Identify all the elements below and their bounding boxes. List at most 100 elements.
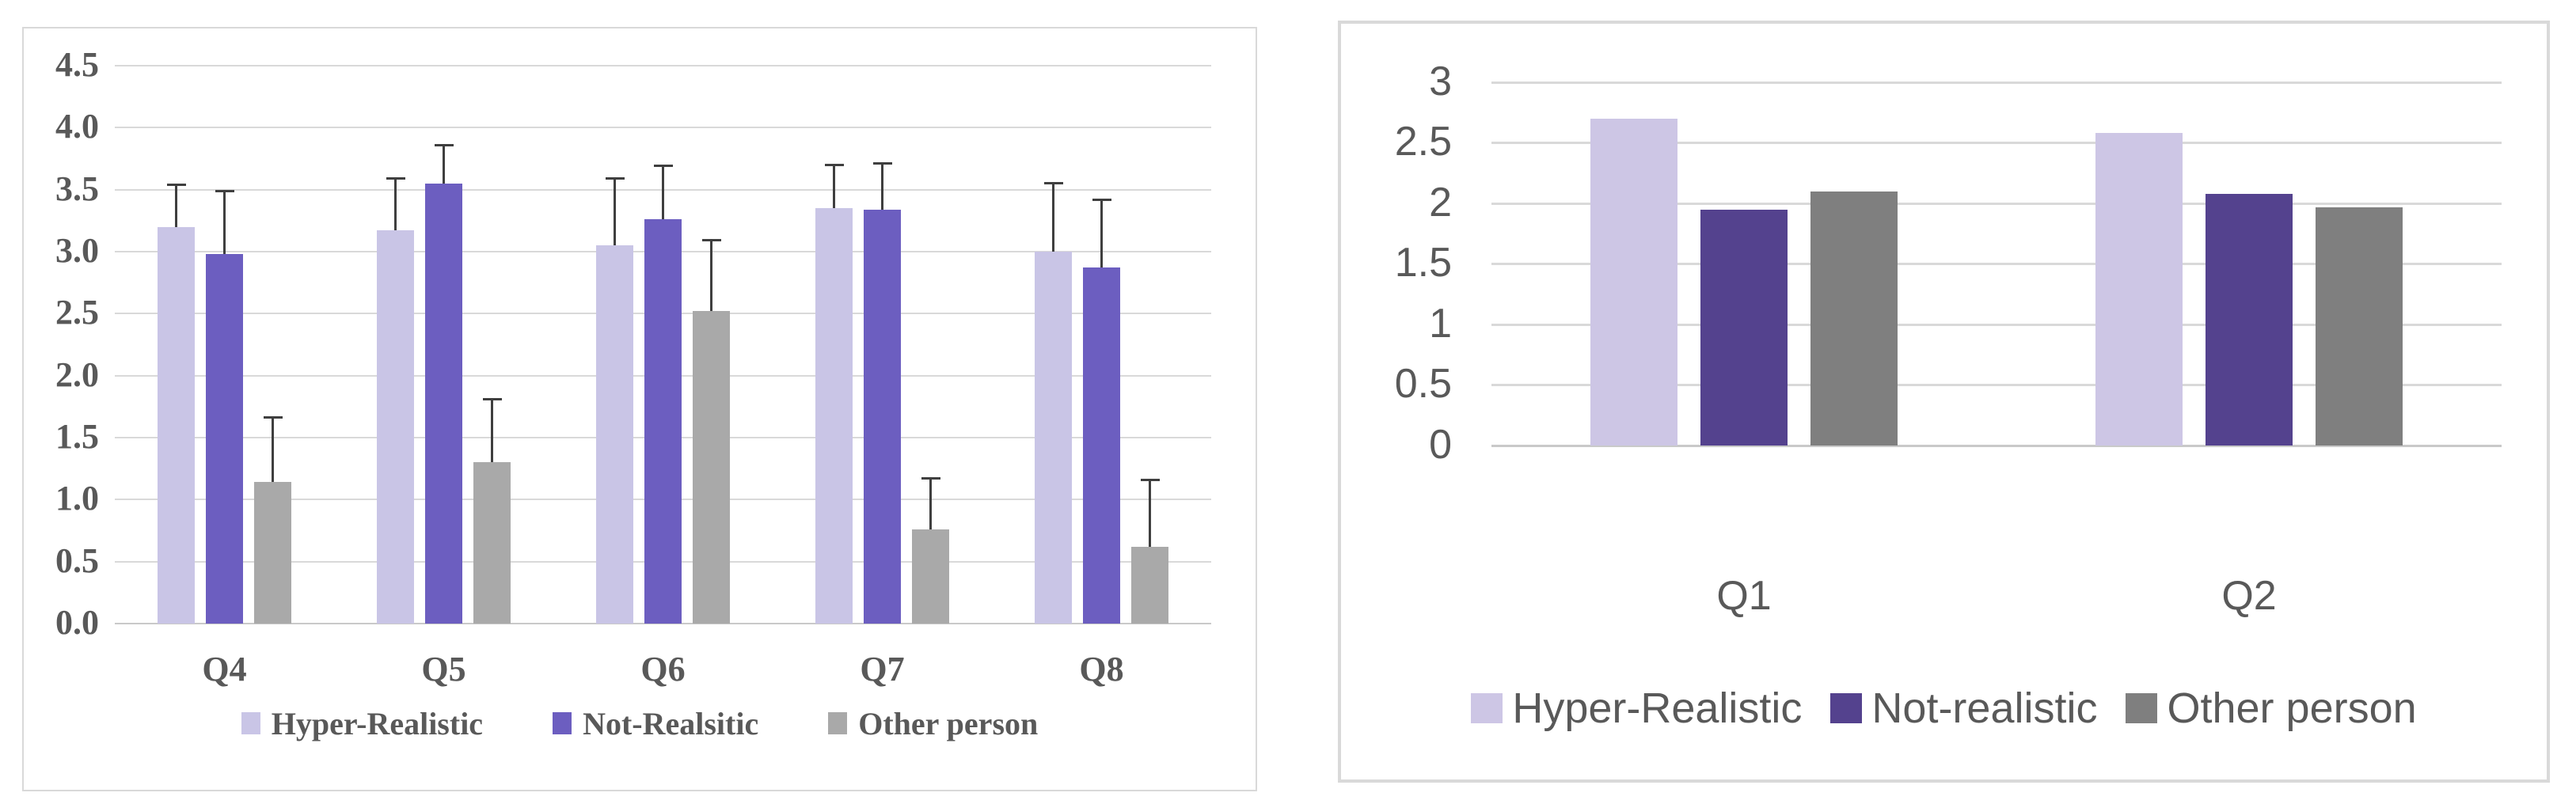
y-axis-tick-label: 1.5 <box>55 417 99 457</box>
error-bar-cap-Hyper-Realistic-Q7 <box>824 163 844 166</box>
legend-label-Not-realistic: Not-realistic <box>1871 685 2098 732</box>
legend: Hyper-Realistic Not-Realsitic Other person <box>24 697 1256 749</box>
bar-Hyper-Realistic-Q8 <box>1035 252 1072 624</box>
category-label-Q4: Q4 <box>202 650 247 688</box>
bar-Hyper-Realistic-Q7 <box>815 208 853 624</box>
error-bar-cap-Hyper-Realistic-Q6 <box>605 177 625 180</box>
legend-label-Other person: Other person <box>2167 685 2417 732</box>
y-axis-tick-label: 0 <box>1429 421 1452 468</box>
error-bar-cap-Not-Realsitic-Q6 <box>653 165 673 168</box>
bar-Not-Realsitic-Q8 <box>1083 267 1120 624</box>
error-bar-Not-Realsitic-Q6 <box>662 165 664 220</box>
gridline-1.5 <box>1491 263 2502 265</box>
error-bar-cap-Not-Realsitic-Q4 <box>215 189 234 192</box>
error-bar-Other person-Q8 <box>1149 478 1151 547</box>
y-axis-tick-label: 2.5 <box>55 293 99 332</box>
legend-label-Other person: Other person <box>858 705 1039 741</box>
legend-swatch-Not-realistic <box>1830 693 1863 723</box>
error-bar-Other person-Q7 <box>929 477 932 529</box>
gridline-2.5 <box>1491 142 2502 144</box>
error-bar-cap-Other person-Q6 <box>701 239 721 242</box>
bar-Other person-Q8 <box>1131 546 1168 624</box>
error-bar-cap-Hyper-Realistic-Q4 <box>166 183 186 186</box>
legend-item-Hyper-Realistic: Hyper-Realistic <box>1471 684 1802 733</box>
error-bar-Other person-Q4 <box>272 416 274 483</box>
y-axis-tick-label: 2.5 <box>1394 119 1452 165</box>
category-label-Q1: Q1 <box>1716 573 1772 619</box>
category-label-Q7: Q7 <box>860 650 905 688</box>
legend-item-Not-Realsitic: Not-Realsitic <box>553 705 758 742</box>
error-bar-Other person-Q5 <box>491 397 493 463</box>
y-axis-tick-label: 0.0 <box>55 603 99 643</box>
bar-Other person-Q6 <box>693 311 730 624</box>
y-axis-tick-label: 1.0 <box>55 479 99 518</box>
legend-swatch-Hyper-Realistic <box>241 712 260 734</box>
error-bar-Not-Realsitic-Q4 <box>223 189 226 255</box>
legend-item-Other person: Other person <box>2126 684 2417 733</box>
category-label-Q8: Q8 <box>1079 650 1124 688</box>
error-bar-cap-Other person-Q4 <box>263 416 283 419</box>
right-bar-chart-panel: 0 0.5 1 1.5 2 2.5 3 Q1 Q2 Hyper-Realistic Not-real… <box>1338 21 2550 783</box>
legend-label-Hyper-Realistic: Hyper-Realistic <box>1512 685 1803 732</box>
legend-item-Not-realistic: Not-realistic <box>1830 684 2097 733</box>
error-bar-cap-Hyper-Realistic-Q8 <box>1043 182 1063 185</box>
y-axis-tick-label: 3.5 <box>55 169 99 208</box>
bar-Other person-Q5 <box>473 462 511 624</box>
category-label-Q5: Q5 <box>421 650 466 688</box>
category-label-Q6: Q6 <box>640 650 686 688</box>
gridline-4.5 <box>115 65 1211 66</box>
y-axis-tick-label: 2 <box>1429 179 1452 226</box>
error-bar-Hyper-Realistic-Q8 <box>1052 182 1054 252</box>
error-bar-cap-Not-Realsitic-Q7 <box>872 162 892 165</box>
bar-Not-Realsitic-Q4 <box>206 254 243 624</box>
bar-Hyper-Realistic-Q4 <box>158 226 195 624</box>
y-axis-tick-label: 1 <box>1429 300 1452 347</box>
legend-item-Other person: Other person <box>828 705 1038 742</box>
left-bar-chart-panel: 0.0 0.5 1.0 1.5 2.0 2.5 3.0 3.5 4.0 4.5 Q4 Q5 Q6 Q7 Q8… <box>22 27 1257 791</box>
legend-swatch-Hyper-Realistic <box>1471 693 1503 723</box>
gridline-4.0 <box>115 127 1211 129</box>
error-bar-cap-Other person-Q5 <box>482 397 502 400</box>
bar-Not-Realsitic-Q7 <box>864 209 901 624</box>
y-axis-tick-label: 0.5 <box>1394 361 1452 408</box>
bar-Not-realistic-Q2 <box>2206 193 2293 446</box>
gridline-0 <box>1491 444 2502 447</box>
gridline-3 <box>1491 81 2502 84</box>
legend-item-Hyper-Realistic: Hyper-Realistic <box>241 705 483 742</box>
error-bar-Hyper-Realistic-Q5 <box>394 177 397 231</box>
y-axis-tick-label: 4.5 <box>55 45 99 85</box>
bar-Not-realistic-Q1 <box>1700 209 1788 446</box>
legend-label-Hyper-Realistic: Hyper-Realistic <box>271 705 484 741</box>
error-bar-Not-Realsitic-Q5 <box>443 143 445 184</box>
bar-Hyper-Realistic-Q1 <box>1590 118 1677 446</box>
legend-swatch-Other person <box>828 712 848 734</box>
error-bar-cap-Hyper-Realistic-Q5 <box>386 177 405 180</box>
error-bar-Not-Realsitic-Q7 <box>881 162 883 210</box>
y-axis-tick-label: 2.0 <box>55 355 99 394</box>
error-bar-cap-Other person-Q8 <box>1140 478 1160 481</box>
error-bar-cap-Not-Realsitic-Q5 <box>434 143 454 146</box>
bar-Hyper-Realistic-Q2 <box>2095 133 2183 446</box>
error-bar-Hyper-Realistic-Q6 <box>614 177 616 246</box>
y-axis-tick-label: 1.5 <box>1394 240 1452 286</box>
bar-Other person-Q1 <box>1810 191 1898 446</box>
category-label-Q2: Q2 <box>2221 573 2277 619</box>
error-bar-Hyper-Realistic-Q7 <box>833 163 835 209</box>
bar-Hyper-Realistic-Q5 <box>377 230 414 624</box>
legend-swatch-Other person <box>2126 693 2158 723</box>
error-bar-Not-Realsitic-Q8 <box>1100 198 1103 268</box>
bar-Other person-Q7 <box>912 529 949 624</box>
gridline-1 <box>1491 323 2502 326</box>
bar-Hyper-Realistic-Q6 <box>596 245 633 624</box>
y-axis-tick-label: 3.0 <box>55 231 99 271</box>
error-bar-Other person-Q6 <box>710 239 712 312</box>
legend-swatch-Not-Realsitic <box>553 712 572 734</box>
bar-Not-Realsitic-Q5 <box>425 183 462 624</box>
y-axis-tick-label: 4.0 <box>55 107 99 146</box>
legend-label-Not-Realsitic: Not-Realsitic <box>583 705 759 741</box>
error-bar-cap-Other person-Q7 <box>921 477 940 480</box>
bar-Other person-Q4 <box>254 482 291 624</box>
gridline-2 <box>1491 202 2502 205</box>
bar-Other person-Q2 <box>2316 207 2403 446</box>
